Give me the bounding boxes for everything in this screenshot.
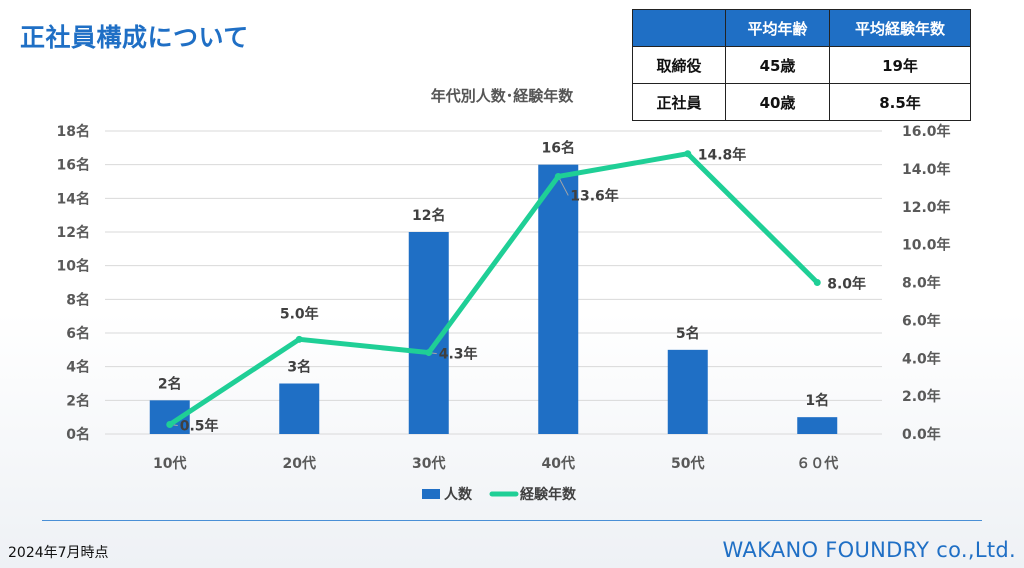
y-right-tick-label: 4.0年 xyxy=(902,350,941,367)
x-tick-label: 10代 xyxy=(153,455,186,472)
summary-cell-experience: 19年 xyxy=(829,46,971,84)
summary-cell-age: 45歳 xyxy=(725,46,830,84)
bar xyxy=(797,417,838,434)
bar-value-label: 2名 xyxy=(158,375,182,392)
line-value-label: 4.3年 xyxy=(439,346,478,363)
line-point xyxy=(166,421,174,429)
summary-header-row: 平均年齢 平均経験年数 xyxy=(632,9,971,47)
x-tick-label: 50代 xyxy=(671,455,704,472)
legend-label: 経験年数 xyxy=(520,486,577,503)
x-tick-label: 40代 xyxy=(542,455,575,472)
y-right-tick-label: 2.0年 xyxy=(902,388,941,405)
y-left-tick-label: 14名 xyxy=(57,190,90,207)
y-right-tick-label: 6.0年 xyxy=(902,312,941,329)
line-point xyxy=(813,279,821,286)
chart-title: 年代別人数･経験年数 xyxy=(431,87,575,105)
summary-row-employees: 正社員 40歳 8.5年 xyxy=(632,83,971,121)
bar-value-label: 12名 xyxy=(412,207,445,224)
y-left-tick-label: 16名 xyxy=(57,157,90,174)
company-name: WAKANO FOUNDRY co.,Ltd. xyxy=(722,538,1016,562)
legend-label: 人数 xyxy=(444,486,473,503)
line-value-label: 14.8年 xyxy=(698,147,747,164)
date-note: 2024年7月時点 xyxy=(8,545,109,561)
y-left-tick-label: 2名 xyxy=(66,392,90,409)
y-left-tick-label: 6名 xyxy=(66,325,90,342)
line-point xyxy=(684,150,692,158)
y-left-tick-label: 8名 xyxy=(66,291,90,308)
line-point xyxy=(554,172,562,180)
y-right-tick-label: 10.0年 xyxy=(902,237,951,254)
summary-header-avg-experience: 平均経験年数 xyxy=(829,9,971,47)
legend-swatch-bar xyxy=(422,489,440,499)
summary-row-directors: 取締役 45歳 19年 xyxy=(632,46,971,84)
summary-cell-role: 正社員 xyxy=(632,83,726,121)
bar xyxy=(279,383,320,434)
summary-table: 平均年齢 平均経験年数 取締役 45歳 19年 正社員 40歳 8.5年 xyxy=(632,9,971,121)
y-left-tick-label: 10名 xyxy=(57,258,90,275)
x-tick-label: ６０代 xyxy=(796,455,838,472)
axis-labels: 0名 2名 4名 6名 8名 10名 12名 14名 16名 18名 0.0年 2.0年 4.0年 6.0… xyxy=(57,123,951,472)
y-left-tick-label: 0名 xyxy=(66,426,90,443)
line-point xyxy=(425,349,433,357)
summary-cell-experience: 8.5年 xyxy=(829,83,971,121)
summary-cell-age: 40歳 xyxy=(725,83,830,121)
y-right-tick-label: 12.0年 xyxy=(902,199,951,216)
y-right-tick-label: 16.0年 xyxy=(902,123,951,140)
y-left-tick-label: 4名 xyxy=(66,359,90,376)
y-left-tick-label: 18名 xyxy=(57,123,90,140)
line-value-label: 13.6年 xyxy=(570,187,619,204)
bar xyxy=(667,349,708,434)
line-value-label: 5.0年 xyxy=(280,305,319,322)
line-value-label: 8.0年 xyxy=(827,276,866,293)
summary-cell-role: 取締役 xyxy=(632,46,726,84)
x-tick-label: 30代 xyxy=(412,455,445,472)
bar-value-label: 5名 xyxy=(676,325,700,342)
bar-value-label: 16名 xyxy=(542,140,575,157)
bar xyxy=(538,164,579,434)
bar-value-label: 1名 xyxy=(805,392,829,409)
label-leader-line xyxy=(557,176,569,196)
data-labels: 2名 3名 12名 16名 5名 1名 0.5年 5.0年 4.3年 13.6年 14.8年 8.0年 xyxy=(158,140,866,435)
line-value-label: 0.5年 xyxy=(180,418,219,435)
y-right-tick-label: 0.0年 xyxy=(902,426,941,443)
y-right-tick-label: 14.0年 xyxy=(902,161,951,178)
gridlines xyxy=(105,130,882,435)
bar-value-label: 3名 xyxy=(287,359,311,376)
legend: 人数 経験年数 xyxy=(422,486,577,503)
x-tick-label: 20代 xyxy=(283,455,316,472)
page-title: 正社員構成について xyxy=(20,23,249,52)
experience-line xyxy=(167,151,820,428)
y-left-tick-label: 12名 xyxy=(57,224,90,241)
footer-divider xyxy=(42,520,982,521)
line-point xyxy=(295,335,303,343)
line-series xyxy=(166,150,821,429)
summary-header-blank xyxy=(632,9,726,47)
y-right-tick-label: 8.0年 xyxy=(902,275,941,292)
age-group-chart: 年代別人数･経験年数 2名 3名 12名 16名 5名 1名 0.5年 5.0年 4.3年 13.… xyxy=(57,87,951,503)
